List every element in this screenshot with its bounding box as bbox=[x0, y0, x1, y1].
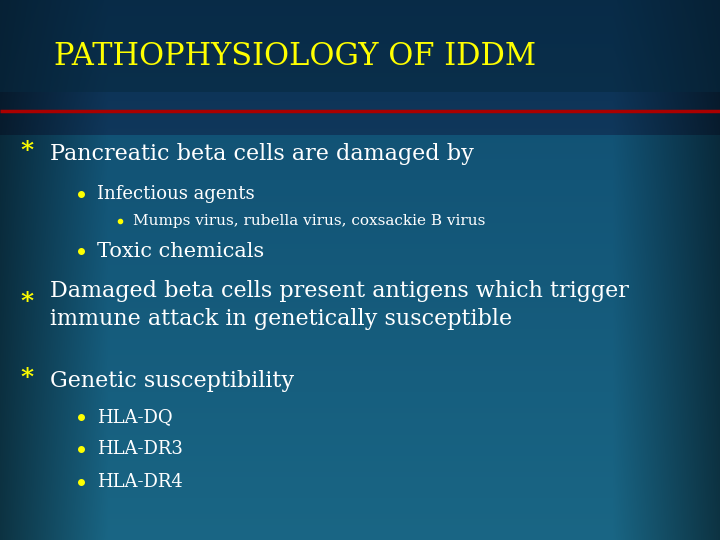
Text: Pancreatic beta cells are damaged by: Pancreatic beta cells are damaged by bbox=[50, 143, 474, 165]
Bar bbox=[0, 0, 720, 92]
Text: Damaged beta cells present antigens which trigger
immune attack in genetically s: Damaged beta cells present antigens whic… bbox=[50, 280, 629, 330]
Text: Genetic susceptibility: Genetic susceptibility bbox=[50, 370, 294, 392]
Text: Toxic chemicals: Toxic chemicals bbox=[97, 241, 264, 261]
Text: *: * bbox=[20, 139, 33, 163]
Text: *: * bbox=[20, 291, 33, 314]
Text: HLA-DR4: HLA-DR4 bbox=[97, 472, 183, 491]
Text: HLA-DQ: HLA-DQ bbox=[97, 408, 173, 426]
Text: HLA-DR3: HLA-DR3 bbox=[97, 440, 183, 458]
Text: *: * bbox=[20, 366, 33, 390]
Text: Mumps virus, rubella virus, coxsackie B virus: Mumps virus, rubella virus, coxsackie B … bbox=[133, 214, 485, 228]
Text: PATHOPHYSIOLOGY OF IDDM: PATHOPHYSIOLOGY OF IDDM bbox=[54, 41, 536, 72]
Text: Infectious agents: Infectious agents bbox=[97, 185, 255, 204]
